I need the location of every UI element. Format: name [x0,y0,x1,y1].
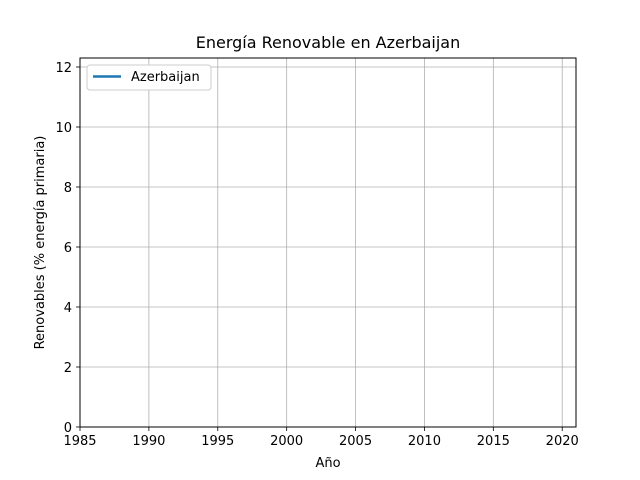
y-tick-label-2: 2 [64,361,72,376]
x-tick-label-1990: 1990 [132,434,165,449]
plot-area-frame [79,57,577,428]
x-axis-ticks: 1985 1990 1995 2000 2005 2010 2015 2020 [63,427,579,449]
x-axis-label: Año [315,456,340,471]
x-tick-label-2010: 2010 [408,434,441,449]
y-tick-label-12: 12 [55,61,72,76]
legend-label-azerbaijan: Azerbaijan [131,70,200,85]
x-tick-label-2015: 2015 [477,434,510,449]
y-tick-label-10: 10 [55,121,72,136]
y-axis-label: Renovables (% energía primaria) [33,136,48,350]
x-tick-label-1985: 1985 [63,434,96,449]
y-axis-ticks: 0 2 4 6 8 10 12 [55,61,80,436]
x-tick-label-2000: 2000 [270,434,303,449]
y-tick-label-0: 0 [64,421,72,436]
y-tick-label-6: 6 [64,241,72,256]
x-tick-label-1995: 1995 [201,434,234,449]
legend: Azerbaijan [86,64,212,91]
y-tick-label-4: 4 [64,301,72,316]
y-tick-label-8: 8 [64,181,72,196]
grid-layer [79,58,576,428]
x-tick-label-2005: 2005 [339,434,372,449]
legend-frame [86,64,212,91]
x-tick-label-2020: 2020 [546,434,579,449]
chart-title: Energía Renovable en Azerbaijan [196,33,461,52]
